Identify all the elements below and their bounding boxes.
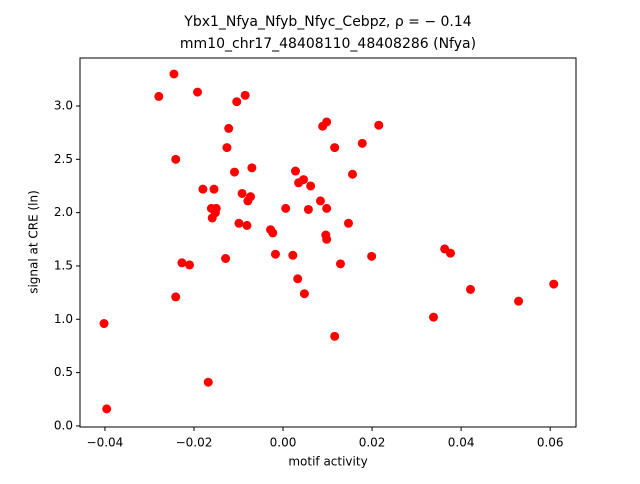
point <box>347 169 357 179</box>
y-tick-label: 2.0 <box>54 205 73 219</box>
point <box>290 166 300 176</box>
point <box>374 120 384 130</box>
point <box>240 90 250 100</box>
x-tick-label: −0.04 <box>87 436 124 450</box>
point <box>270 249 280 259</box>
point <box>343 218 353 228</box>
point <box>322 117 332 127</box>
point <box>234 218 244 228</box>
point <box>445 248 455 258</box>
point <box>293 274 303 284</box>
point <box>281 203 291 213</box>
point <box>299 289 309 299</box>
point <box>246 192 256 202</box>
y-tick-label: 2.5 <box>54 152 73 166</box>
x-axis-label: motif activity <box>288 455 367 469</box>
point <box>102 404 112 414</box>
point <box>185 260 195 270</box>
x-tick-label: 0.00 <box>270 436 297 450</box>
y-tick-label: 1.0 <box>54 312 73 326</box>
point <box>221 253 231 263</box>
point <box>322 234 332 244</box>
point <box>211 203 221 213</box>
point <box>169 69 179 79</box>
y-tick-label: 0.0 <box>54 418 73 432</box>
point <box>247 163 257 173</box>
point <box>229 167 239 177</box>
point <box>303 204 313 214</box>
point <box>209 184 219 194</box>
chart-subtitle: mm10_chr17_48408110_48408286 (Nfya) <box>180 36 476 52</box>
point <box>288 250 298 260</box>
point <box>549 279 559 289</box>
point <box>465 284 475 294</box>
point <box>322 203 332 213</box>
point <box>330 143 340 153</box>
point <box>299 175 309 185</box>
point <box>330 331 340 341</box>
x-tick-label: 0.02 <box>359 436 386 450</box>
point <box>237 188 247 198</box>
y-axis-label: signal at CRE (ln) <box>27 190 41 294</box>
point <box>315 196 325 206</box>
point <box>193 87 203 97</box>
point <box>268 228 278 238</box>
point <box>242 220 252 230</box>
point <box>224 123 234 133</box>
point <box>335 259 345 269</box>
point <box>171 154 181 164</box>
point <box>306 181 316 191</box>
point <box>99 319 109 329</box>
point <box>203 377 213 387</box>
x-tick-label: −0.02 <box>176 436 213 450</box>
point <box>367 251 377 261</box>
point <box>429 312 439 322</box>
point <box>357 138 367 148</box>
y-tick-label: 3.0 <box>54 98 73 112</box>
chart-title: Ybx1_Nfya_Nfyb_Nfyc_Cebpz, ρ = − 0.14 <box>183 14 471 30</box>
point <box>177 258 187 268</box>
point <box>154 91 164 101</box>
point <box>514 296 524 306</box>
point <box>171 292 181 302</box>
point <box>198 184 208 194</box>
plot-frame <box>79 57 577 428</box>
point <box>222 143 232 153</box>
point <box>232 97 242 107</box>
x-tick-label: 0.04 <box>448 436 475 450</box>
x-tick-label: 0.06 <box>537 436 564 450</box>
y-tick-label: 1.5 <box>54 258 73 272</box>
y-tick-label: 0.5 <box>54 365 73 379</box>
